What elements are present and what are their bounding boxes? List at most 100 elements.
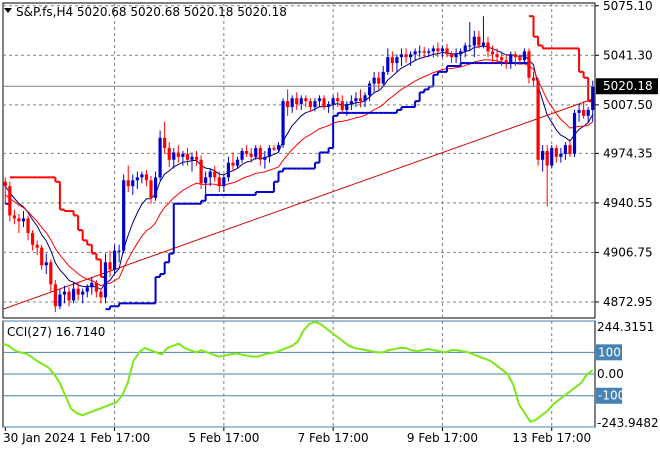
candle-body [81, 291, 85, 295]
candle-body [35, 244, 39, 248]
candle-body [372, 77, 376, 84]
candle-body [504, 60, 508, 64]
candle-body [254, 148, 258, 157]
ma-fast-line [4, 45, 594, 291]
y-tick-label: 5007.50 [603, 98, 653, 112]
candle-body [131, 180, 135, 187]
candle-body [276, 145, 281, 150]
candle-body [103, 262, 108, 298]
candle-body [454, 54, 458, 58]
candle-body [222, 177, 226, 187]
candle-body [404, 54, 408, 58]
candle-body [568, 145, 572, 154]
candle-body [235, 159, 240, 166]
y-tick-label: 4872.95 [603, 295, 653, 309]
candle-body [490, 51, 495, 55]
candle-body [267, 148, 271, 157]
candle-body [8, 186, 12, 216]
candle-body [554, 148, 558, 157]
candle-body [386, 57, 390, 72]
candle-body [85, 287, 89, 292]
candle-body [377, 77, 381, 84]
candle-body [445, 48, 449, 55]
candle-body [408, 54, 413, 58]
candle-body [477, 36, 481, 46]
cci-title: CCI(27) 16.7140 [7, 325, 105, 339]
candle-body [572, 112, 577, 154]
candle-body [153, 177, 158, 198]
y-tick-label: 4906.75 [603, 245, 653, 259]
candle-body [550, 148, 554, 166]
candle-body [582, 109, 586, 116]
candle-body [176, 152, 180, 157]
candle-body [304, 98, 308, 102]
candle-body [591, 86, 595, 110]
candle-body [440, 48, 445, 52]
candle-body [44, 262, 48, 266]
candle-body [108, 262, 112, 270]
candle-body [17, 218, 21, 222]
candle-body [58, 294, 62, 307]
candle-body [76, 288, 80, 295]
candle-body [213, 171, 217, 178]
candle-body [354, 98, 358, 102]
candle-body [363, 95, 367, 102]
cci-line [2, 320, 594, 424]
candle-body [167, 148, 171, 160]
candle-body [399, 54, 404, 58]
candle-body [577, 109, 581, 113]
candle-body [436, 48, 440, 52]
candle-body [231, 162, 235, 166]
candle-body [67, 291, 71, 301]
candle-body [295, 98, 299, 105]
candle-body [449, 54, 454, 58]
current-price-tag [596, 78, 658, 95]
candle-body [313, 101, 317, 108]
candle-body [90, 282, 94, 288]
candle-body [367, 83, 372, 96]
candle-body [258, 148, 262, 160]
cci-tick-label: -243.9482 [597, 416, 659, 430]
y-tick-label: 4974.35 [603, 146, 653, 160]
candle-body [40, 247, 44, 266]
candle-body [122, 180, 126, 251]
candle-body [468, 45, 472, 47]
candle-body [12, 215, 16, 219]
candle-body [208, 171, 212, 178]
candle-body [459, 51, 463, 55]
candle-body [21, 218, 26, 222]
candle-body [163, 137, 167, 149]
candle-body [390, 57, 394, 64]
candle-body [308, 101, 312, 108]
candle-body [381, 71, 385, 84]
candle-body [263, 156, 267, 160]
candle-body [71, 288, 76, 301]
candle-body [531, 77, 536, 81]
candle-body [395, 57, 399, 64]
candle-body [99, 291, 103, 298]
candle-body [349, 101, 353, 105]
y-tick-label: 5075.10 [603, 0, 653, 13]
candle-body [345, 104, 349, 110]
candle-body [495, 54, 499, 58]
candle-body [217, 177, 221, 187]
candle-body [500, 57, 504, 61]
x-tick-label: 13 Feb 17:00 [512, 431, 591, 445]
candle-body [522, 51, 527, 61]
cci-level-label: -100 [598, 389, 625, 403]
candle-body [340, 101, 344, 110]
candle-body [272, 148, 276, 150]
candle-body [117, 250, 121, 252]
cci-tick-label: 244.3151 [597, 320, 654, 334]
candle-body [513, 54, 517, 58]
candle-body [245, 150, 249, 154]
candle-body [112, 250, 117, 270]
candle-body [331, 98, 335, 105]
candle-body [427, 51, 431, 53]
y-tick-label: 5041.30 [603, 48, 653, 62]
candle-body [3, 181, 7, 187]
candle-body [481, 42, 486, 46]
candle-body [327, 104, 331, 108]
candle-body [135, 177, 139, 181]
